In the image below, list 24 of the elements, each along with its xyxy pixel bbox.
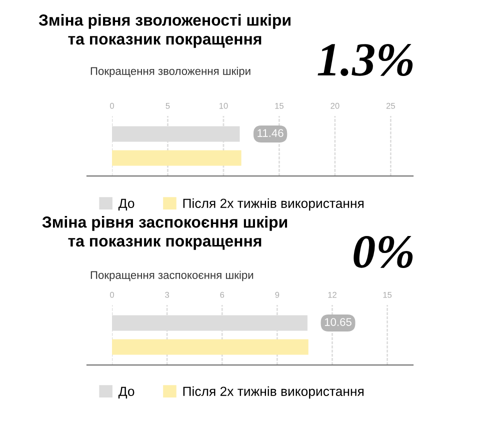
x-tick-label: 3	[165, 292, 170, 298]
legend-label: Після 2х тижнів використання	[183, 386, 364, 399]
x-tick-label: 9	[275, 292, 280, 298]
chart-title: Зміна рівня зволоженості шкіри та показник покращення	[38, 14, 290, 48]
x-tick-label: 0	[110, 102, 114, 109]
x-tick-label: 0	[110, 292, 114, 298]
x-tick-label: 6	[220, 292, 224, 298]
x-tick-label: 12	[328, 292, 336, 298]
data-label: 11.46	[258, 129, 284, 137]
x-tick-label: 10	[219, 102, 228, 109]
chart-subtitle: Покращення заспокоєння шкіри	[90, 270, 254, 282]
text: 1.3%	[318, 44, 413, 76]
data-label: 10.65	[324, 318, 352, 326]
x-tick-label: 25	[386, 102, 395, 109]
x-tick-label: 15	[275, 102, 284, 109]
chart-title: Зміна рівня заспокоєння шкіри та показник покращення	[42, 216, 288, 250]
chart-subtitle: Покращення зволоження шкіри	[90, 66, 250, 78]
x-tick-label: 15	[383, 292, 392, 298]
legend-label: Після 2х тижнів використання	[183, 198, 364, 211]
text: 0%	[354, 236, 413, 268]
legend-label: До	[118, 198, 134, 211]
x-tick-label: 5	[166, 102, 170, 109]
legend-label: До	[118, 386, 134, 399]
x-tick-label: 20	[330, 102, 340, 109]
